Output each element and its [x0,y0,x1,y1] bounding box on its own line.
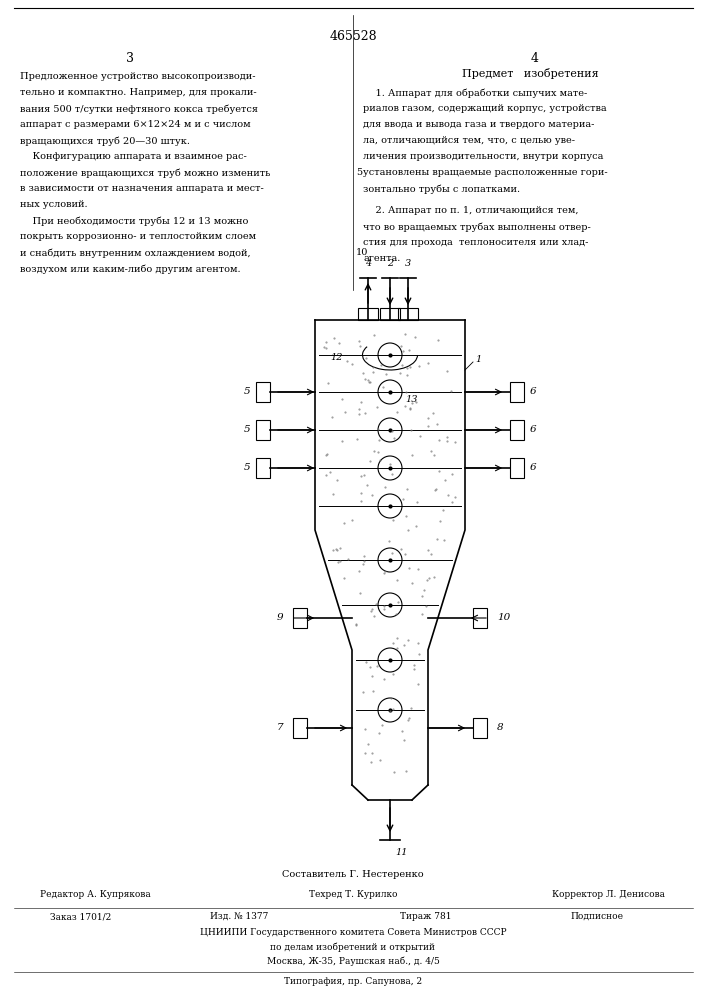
Text: 1. Аппарат для обработки сыпучих мате-: 1. Аппарат для обработки сыпучих мате- [363,88,588,98]
Text: 2: 2 [387,259,393,268]
Text: ных условий.: ных условий. [20,200,88,209]
Text: покрыть коррозионно- и теплостойким слоем: покрыть коррозионно- и теплостойким слое… [20,232,256,241]
Text: 4: 4 [531,52,539,65]
Bar [256,458,270,478]
Bar [398,308,418,320]
Text: агента.: агента. [363,254,400,263]
Text: ла, отличающийся тем, что, с целью уве-: ла, отличающийся тем, что, с целью уве- [363,136,575,145]
Bar [293,608,307,628]
Text: 10: 10 [356,248,368,257]
Text: 5: 5 [243,426,250,434]
Text: для ввода и вывода газа и твердого материа-: для ввода и вывода газа и твердого матер… [363,120,595,129]
Text: зонтально трубы с лопатками.: зонтально трубы с лопатками. [363,184,520,194]
Text: 2. Аппарат по п. 1, отличающийся тем,: 2. Аппарат по п. 1, отличающийся тем, [363,206,578,215]
Text: и снабдить внутренним охлаждением водой,: и снабдить внутренним охлаждением водой, [20,248,250,257]
Text: стия для прохода  теплоносителя или хлад-: стия для прохода теплоносителя или хлад- [363,238,588,247]
Text: Изд. № 1377: Изд. № 1377 [210,912,269,921]
Text: Составитель Г. Нестеренко: Составитель Г. Нестеренко [282,870,423,879]
Text: 6: 6 [530,464,537,473]
Text: 3: 3 [405,259,411,268]
Bar [510,420,524,440]
Text: Редактор А. Купрякова: Редактор А. Купрякова [40,890,151,899]
Text: Предложенное устройство высокопроизводи-: Предложенное устройство высокопроизводи- [20,72,255,81]
Text: 6: 6 [530,426,537,434]
Text: вания 500 т/сутки нефтяного кокса требуется: вания 500 т/сутки нефтяного кокса требуе… [20,104,258,113]
Text: Предмет   изобретения: Предмет изобретения [462,68,598,79]
Text: 5: 5 [243,464,250,473]
Text: по делам изобретений и открытий: по делам изобретений и открытий [271,942,436,952]
Text: 11: 11 [395,848,407,857]
Text: ЦНИИПИ Государственного комитета Совета Министров СССР: ЦНИИПИ Государственного комитета Совета … [199,928,506,937]
Text: 465528: 465528 [329,30,377,43]
Bar [256,382,270,402]
Text: Корректор Л. Денисова: Корректор Л. Денисова [552,890,665,899]
Text: установлены вращаемые расположенные гори-: установлены вращаемые расположенные гори… [363,168,607,177]
Text: в зависимости от назначения аппарата и мест-: в зависимости от назначения аппарата и м… [20,184,264,193]
Text: положение вращающихся труб можно изменить: положение вращающихся труб можно изменит… [20,168,270,178]
Text: аппарат с размерами 6×12×24 м и с числом: аппарат с размерами 6×12×24 м и с числом [20,120,250,129]
Text: вращающихся труб 20—30 штук.: вращающихся труб 20—30 штук. [20,136,190,145]
Text: 13: 13 [405,395,418,404]
Text: Заказ 1701/2: Заказ 1701/2 [50,912,111,921]
Text: 6: 6 [530,387,537,396]
Text: Москва, Ж-35, Раушская наб., д. 4/5: Москва, Ж-35, Раушская наб., д. 4/5 [267,956,440,966]
Bar [358,308,378,320]
Bar [473,718,487,738]
Bar [293,718,307,738]
Text: 4: 4 [365,259,371,268]
Text: тельно и компактно. Например, для прокали-: тельно и компактно. Например, для прокал… [20,88,257,97]
Text: 7: 7 [276,724,283,732]
Text: 3: 3 [126,52,134,65]
Text: Тираж 781: Тираж 781 [400,912,452,921]
Bar [256,420,270,440]
Text: 5: 5 [243,387,250,396]
Text: 5: 5 [356,168,362,177]
Bar [380,308,400,320]
Text: что во вращаемых трубах выполнены отвер-: что во вращаемых трубах выполнены отвер- [363,222,591,232]
Bar [473,608,487,628]
Text: Типография, пр. Сапунова, 2: Типография, пр. Сапунова, 2 [284,977,422,986]
Text: 10: 10 [497,613,510,622]
Text: Техред Т. Курилко: Техред Т. Курилко [309,890,397,899]
Text: риалов газом, содержащий корпус, устройства: риалов газом, содержащий корпус, устройс… [363,104,607,113]
Text: 9: 9 [276,613,283,622]
Text: воздухом или каким-либо другим агентом.: воздухом или каким-либо другим агентом. [20,264,240,273]
Bar [510,458,524,478]
Text: личения производительности, внутри корпуса: личения производительности, внутри корпу… [363,152,603,161]
Text: При необходимости трубы 12 и 13 можно: При необходимости трубы 12 и 13 можно [20,216,248,226]
Bar [510,382,524,402]
Text: Конфигурацию аппарата и взаимное рас-: Конфигурацию аппарата и взаимное рас- [20,152,247,161]
Text: Подписное: Подписное [570,912,623,921]
Text: 8: 8 [497,724,503,732]
Text: 1: 1 [475,356,481,364]
Text: 12: 12 [330,354,342,362]
